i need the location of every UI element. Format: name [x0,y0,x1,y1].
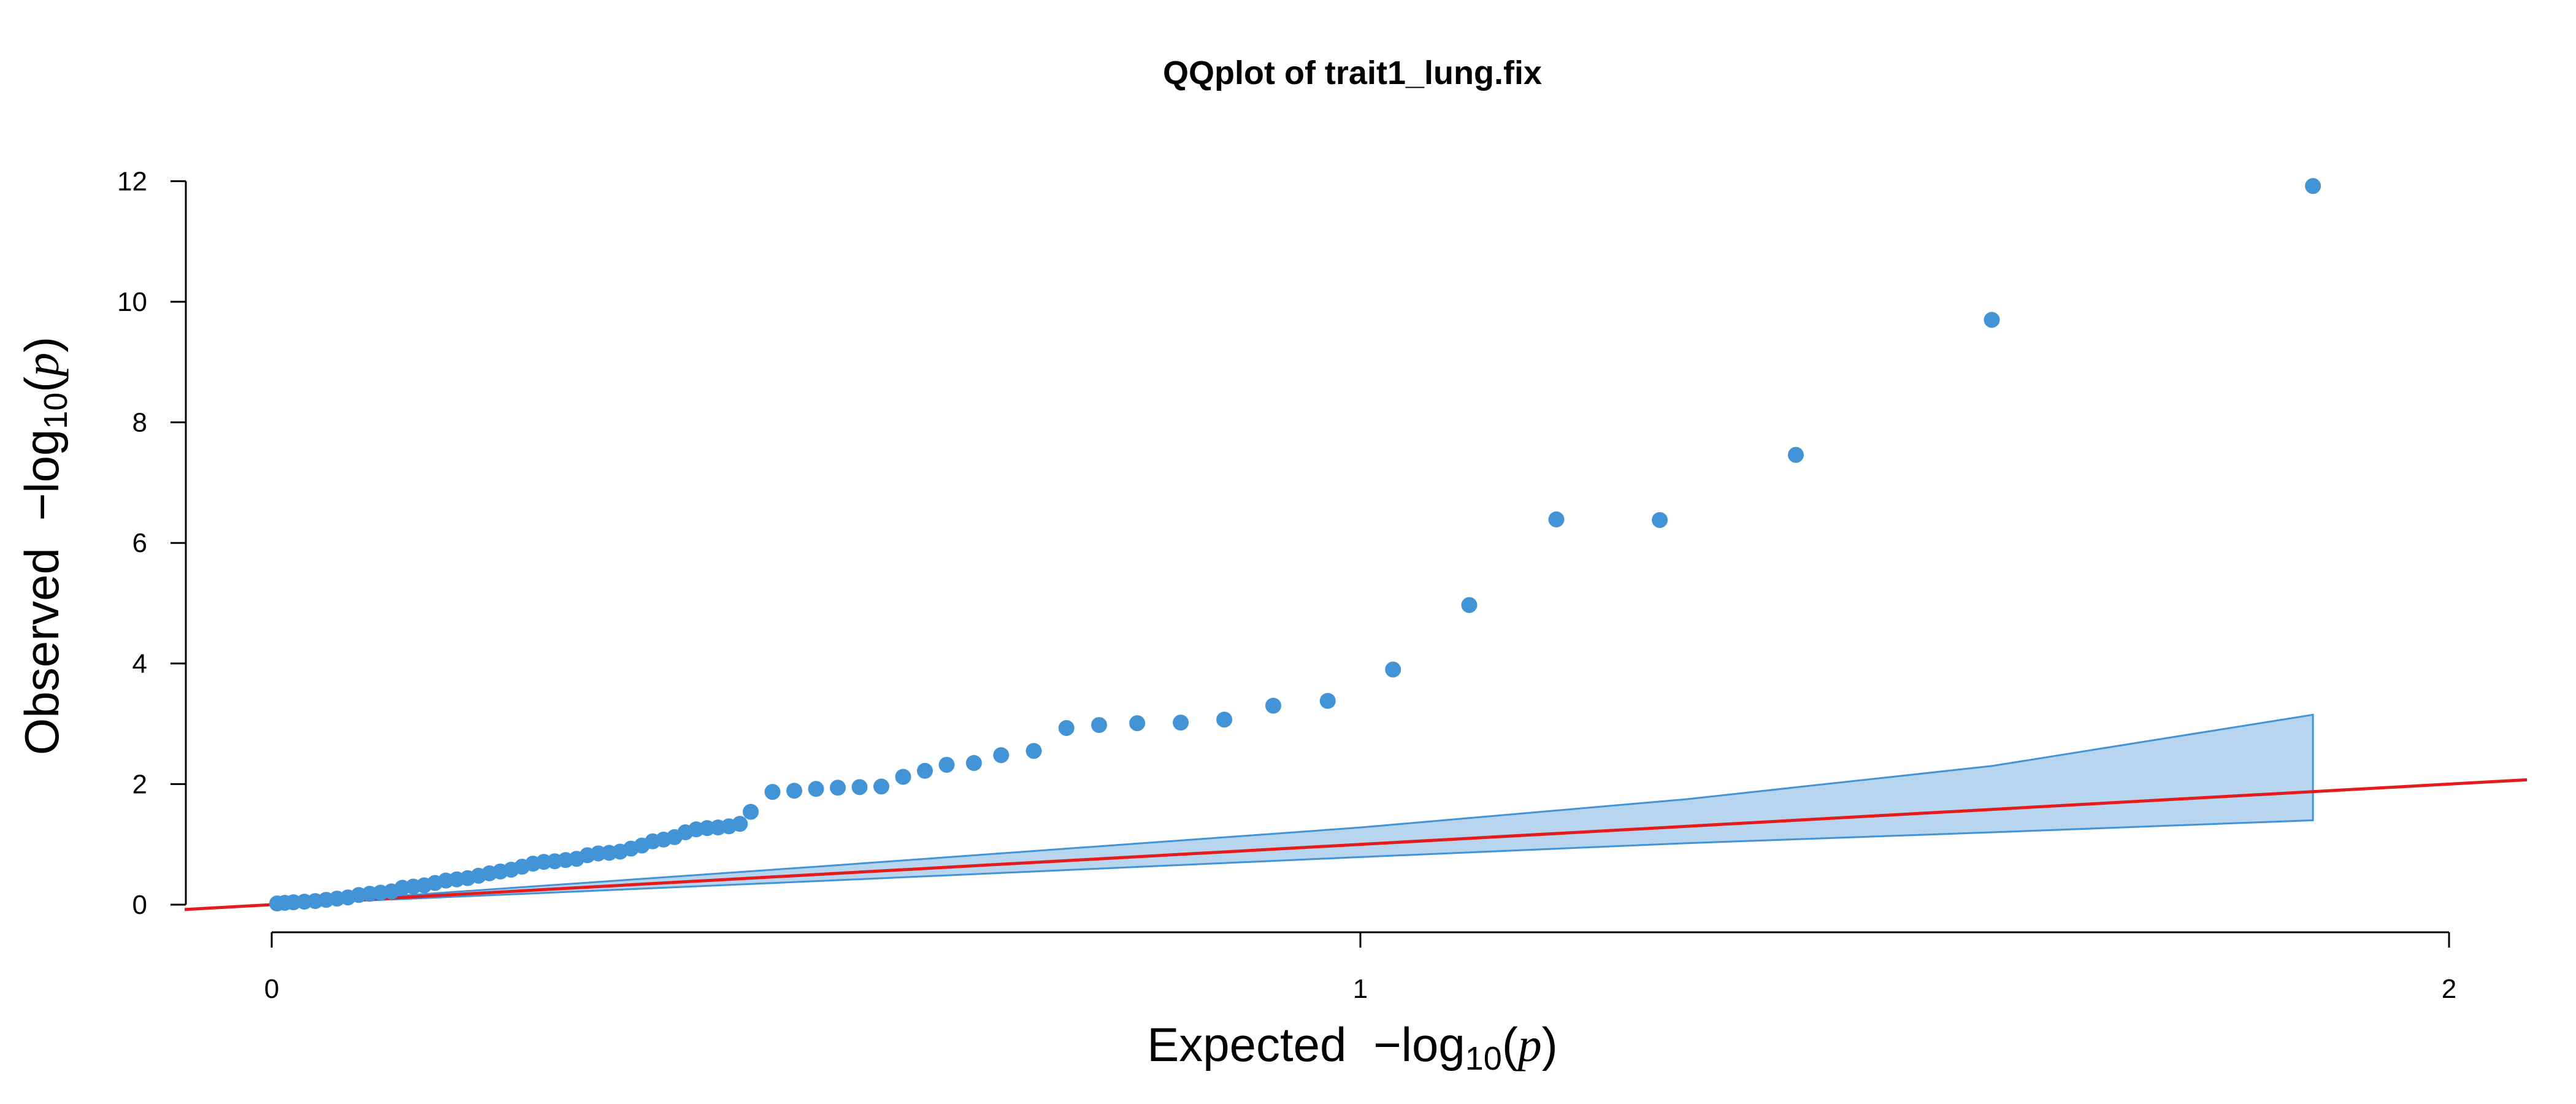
y-axis-label-open: ( [15,377,69,393]
x-axis-label-prefix: Expected [1147,1018,1346,1071]
qq-point [764,784,781,800]
qq-point [830,780,846,796]
x-axis-label: Expected −log10(p) [1147,1018,1558,1077]
qq-point [1025,743,1042,759]
qq-point [965,754,982,771]
y-axis-label-prefix: Observed [15,548,69,755]
qq-point [1461,597,1478,613]
confidence-band [271,713,2314,906]
reference-line-layer [184,778,2527,911]
x-tick-label: 0 [264,974,279,1004]
x-axis-label-open: ( [1502,1018,1518,1071]
x-axis-label-subscript: 10 [1465,1040,1502,1077]
qq-point [743,803,759,820]
qq-point [1788,447,1804,463]
y-axis-label-variable: p [15,353,69,380]
qq-point [1319,692,1336,709]
x-tick-label: 2 [2442,974,2456,1004]
qq-point [993,747,1010,764]
y-axis-label-minus: −log [15,429,69,521]
x-tick-label: 1 [1353,974,1368,1004]
qq-point [1091,717,1107,734]
y-axis-label-close: ) [15,337,69,353]
qq-point [808,781,824,797]
qq-point [1652,512,1668,528]
qq-point [1129,715,1146,732]
reference-line [184,778,2527,911]
y-tick-label: 4 [132,649,147,679]
y-axis: 0 2 4 6 8 10 12 [117,166,187,920]
qq-point [895,769,911,785]
x-axis-label-minus: −log [1373,1018,1465,1071]
qq-point [1984,312,2000,328]
qq-point [917,762,933,779]
y-tick-label: 10 [117,287,147,317]
y-tick-label: 6 [132,528,147,558]
qq-point [1173,715,1189,731]
qq-point [851,779,868,795]
qq-point [873,778,889,795]
x-axis-label-close: ) [1542,1018,1558,1071]
qq-point [938,756,955,773]
qq-point [786,783,802,799]
y-tick-label: 2 [132,769,147,799]
x-axis: 0 1 2 [264,931,2456,1004]
qq-point [1385,661,1401,678]
y-axis-label: Observed −log10(p) [15,337,74,756]
qq-point [1265,697,1281,714]
points-layer [269,178,2321,912]
qq-point [1216,711,1233,728]
y-tick-label: 0 [132,890,147,920]
y-tick-label: 12 [117,166,147,196]
qq-point [732,816,748,832]
chart-title: QQplot of trait1_lung.fix [1163,55,1542,91]
y-axis-label-subscript: 10 [37,393,74,429]
qq-point [1058,719,1075,736]
y-tick-label: 8 [132,408,147,438]
qq-point [2305,178,2321,194]
confidence-band-layer [271,713,2314,906]
x-axis-label-variable: p [1515,1018,1542,1071]
qq-point [1548,511,1565,527]
